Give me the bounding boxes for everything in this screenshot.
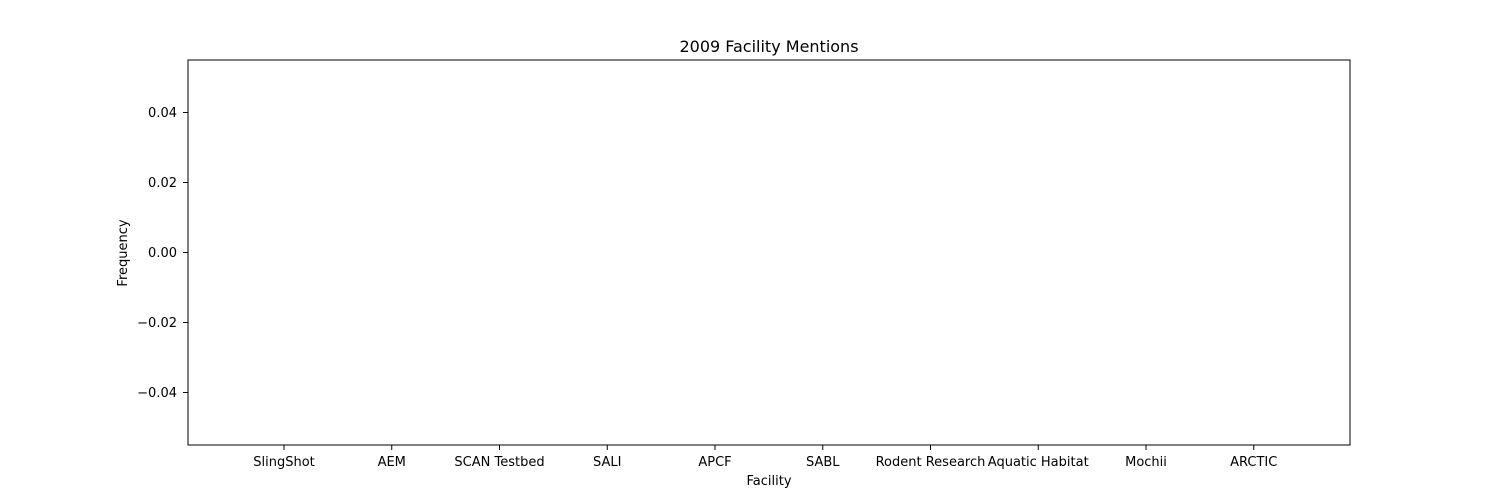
y-tick-label: 0.02 xyxy=(148,176,177,191)
x-tick-label: SALI xyxy=(593,455,621,470)
x-tick-label: AEM xyxy=(378,455,406,470)
x-tick-label: SABL xyxy=(806,455,840,470)
x-tick-label: Aquatic Habitat xyxy=(988,455,1089,470)
x-tick-label: APCF xyxy=(698,455,731,470)
y-tick-label: −0.02 xyxy=(137,316,177,331)
x-tick-label: ARCTIC xyxy=(1230,455,1277,470)
y-tick-label: 0.04 xyxy=(148,106,177,121)
x-tick-label: Mochii xyxy=(1125,455,1167,470)
x-tick-label: Rodent Research xyxy=(876,455,986,470)
x-axis-ticks: SlingShot AEM SCAN Testbed SALI APCF SABL Rode… xyxy=(253,445,1277,470)
y-axis-label: Frequency xyxy=(116,219,131,286)
y-axis-ticks: −0.04 −0.02 0.00 0.02 0.04 xyxy=(137,106,188,401)
x-tick-label: SCAN Testbed xyxy=(454,455,544,470)
x-tick-label: SlingShot xyxy=(253,455,315,470)
plot-area xyxy=(187,59,1351,446)
x-axis-label: Facility xyxy=(746,474,791,489)
chart-title: 2009 Facility Mentions xyxy=(679,37,858,56)
y-tick-label: 0.00 xyxy=(148,246,177,261)
y-tick-label: −0.04 xyxy=(137,386,177,401)
